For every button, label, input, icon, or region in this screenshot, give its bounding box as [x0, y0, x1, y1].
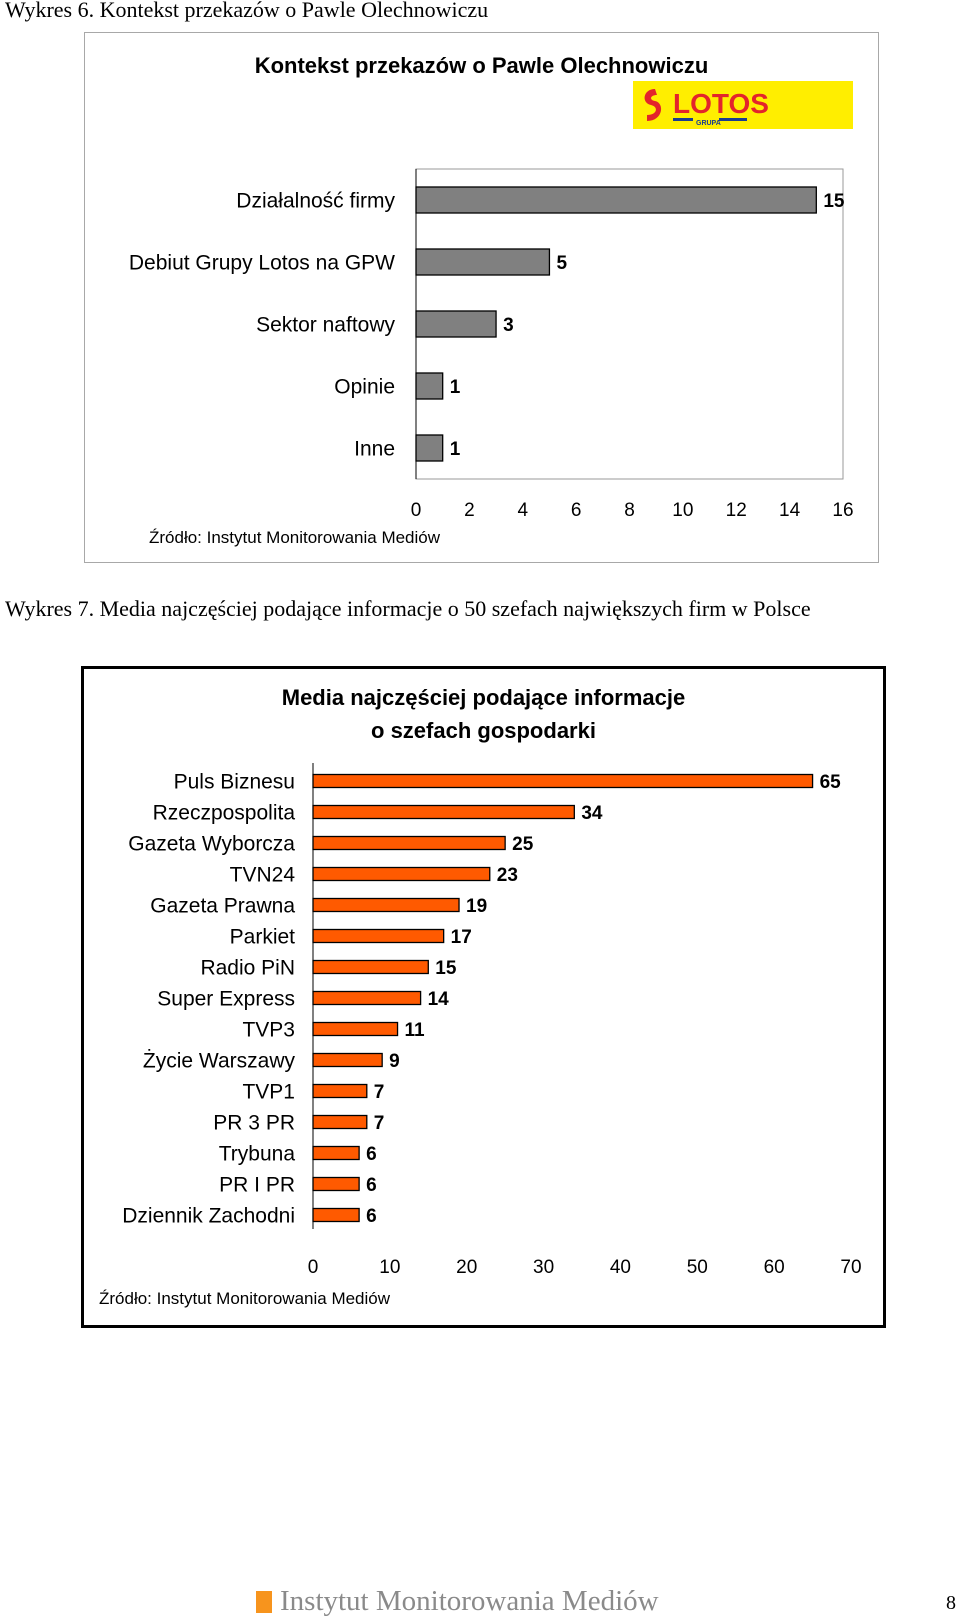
chart1-category-label: Działalność firmy	[236, 190, 395, 213]
chart2-bar	[312, 1083, 368, 1099]
chart2-bar	[312, 1145, 360, 1161]
chart1-x-tick-label: 8	[624, 500, 635, 521]
chart2-category-label: PR I PR	[219, 1174, 295, 1197]
chart1-bar	[415, 310, 497, 338]
chart1-value-label: 5	[556, 253, 567, 274]
lotos-logo-text: LOTOS	[673, 88, 769, 119]
chart2-bar	[312, 897, 460, 913]
chart2-value-label: 17	[451, 927, 472, 948]
chart2-x-tick-label: 60	[764, 1257, 785, 1278]
chart2-category-label: Parkiet	[230, 926, 296, 949]
chart2-plot: 0 10 20 30 40 50 60 70 Puls Biznesu 65 Rzeczpospol…	[122, 763, 862, 1278]
chart2-value-label: 11	[405, 1020, 426, 1041]
chart1-bar	[415, 434, 444, 462]
chart1-title: Kontekst przekazów o Pawle Olechnowiczu	[254, 53, 709, 78]
chart2-bar	[312, 928, 445, 944]
chart2-bar	[312, 1021, 399, 1037]
chart2-bar	[312, 835, 506, 851]
chart2-category-label: Gazeta Wyborcza	[128, 833, 295, 856]
chart2-x-tick-label: 50	[687, 1257, 708, 1278]
chart2-bar	[312, 990, 422, 1006]
chart2-bar	[312, 1052, 383, 1068]
chart2-x-tick-label: 0	[308, 1257, 319, 1278]
chart2-category-label: Super Express	[157, 988, 295, 1011]
chart2-x-tick-label: 70	[840, 1257, 861, 1278]
chart2-value-label: 7	[374, 1082, 385, 1103]
chart2-category-label: Dziennik Zachodni	[122, 1205, 295, 1228]
chart2-value-label: 25	[512, 834, 534, 855]
chart1-value-label: 1	[450, 439, 461, 460]
chart1-x-tick-label: 0	[411, 500, 422, 521]
chart1-source: Źródło: Instytut Monitorowania Mediów	[149, 528, 441, 547]
chart2-category-label: Radio PiN	[200, 957, 295, 980]
chart2-category-label: Trybuna	[219, 1143, 296, 1166]
chart1-caption: Wykres 6. Kontekst przekazów o Pawle Ole…	[5, 0, 489, 22]
chart2-value-label: 15	[435, 958, 457, 979]
footer-brand-text: Instytut Monitorowania Mediów	[280, 1585, 659, 1617]
chart1-x-tick-label: 6	[571, 500, 582, 521]
chart2-x-tick-label: 20	[456, 1257, 477, 1278]
chart1-x-tick-label: 12	[726, 500, 747, 521]
chart2-category-label: Rzeczpospolita	[153, 802, 296, 825]
footer-brand-square	[256, 1591, 272, 1613]
chart1-x-tick-label: 2	[464, 500, 475, 521]
chart2-container: Media najczęściej podające informacje o …	[81, 666, 886, 1328]
chart2-title-line1: Media najczęściej podające informacje	[281, 685, 686, 710]
chart2-category-label: Gazeta Prawna	[150, 895, 295, 918]
chart2-x-tick-label: 30	[533, 1257, 554, 1278]
chart2-title: Media najczęściej podające informacje o …	[84, 681, 883, 747]
lotos-logo-subtext: GRUPA	[696, 120, 721, 127]
chart1-value-label: 3	[503, 315, 514, 336]
chart1-x-tick-label: 14	[779, 500, 801, 521]
chart1-x-tick-label: 4	[517, 500, 528, 521]
chart1-value-label: 1	[450, 377, 461, 398]
chart1-container: Kontekst przekazów o Pawle Olechnowiczu …	[84, 32, 879, 563]
chart2-value-label: 19	[466, 896, 487, 917]
chart2-bar	[312, 773, 814, 789]
chart1-category-label: Opinie	[334, 376, 395, 399]
chart2-value-label: 9	[389, 1051, 400, 1072]
chart2-category-label: TVP3	[242, 1019, 295, 1042]
chart2-category-label: PR 3 PR	[213, 1112, 295, 1135]
chart1-value-label: 15	[823, 191, 845, 212]
chart1-category-label: Inne	[354, 438, 395, 461]
page-number: 8	[946, 1592, 956, 1614]
chart1-bar	[415, 186, 817, 214]
chart2-value-label: 14	[428, 989, 450, 1010]
chart1-category-label: Debiut Grupy Lotos na GPW	[129, 252, 395, 275]
chart2-category-label: TVN24	[230, 864, 296, 887]
chart2-value-label: 6	[366, 1206, 377, 1227]
chart2-source: Źródło: Instytut Monitorowania Mediów	[99, 1289, 391, 1308]
chart2-bar	[312, 959, 429, 975]
chart2-x-tick-label: 40	[610, 1257, 631, 1278]
chart2-title-line2: o szefach gospodarki	[371, 718, 596, 743]
chart2-value-label: 34	[581, 803, 603, 824]
chart1-bar	[415, 248, 551, 276]
chart2-x-tick-label: 10	[379, 1257, 400, 1278]
chart2-value-label: 7	[374, 1113, 385, 1134]
chart2-value-label: 65	[820, 772, 842, 793]
chart2-value-label: 6	[366, 1144, 377, 1165]
chart2-bar	[312, 1207, 360, 1223]
chart2-bar	[312, 866, 491, 882]
chart2-bar	[312, 1114, 368, 1130]
lotos-logo: LOTOS GRUPA	[633, 81, 853, 129]
chart2-category-label: TVP1	[242, 1081, 295, 1104]
chart2-category-label: Puls Biznesu	[174, 771, 295, 794]
chart2-value-label: 6	[366, 1175, 377, 1196]
chart2-value-label: 23	[497, 865, 518, 886]
chart1-x-tick-label: 16	[832, 500, 853, 521]
chart1-category-label: Sektor naftowy	[256, 314, 395, 337]
chart2-bar	[312, 1176, 360, 1192]
chart2-category-label: Życie Warszawy	[143, 1050, 296, 1073]
chart1-bar	[415, 372, 444, 400]
chart2-bar	[312, 804, 575, 820]
chart2-caption: Wykres 7. Media najczęściej podające inf…	[5, 596, 811, 621]
chart1-x-tick-label: 10	[672, 500, 693, 521]
